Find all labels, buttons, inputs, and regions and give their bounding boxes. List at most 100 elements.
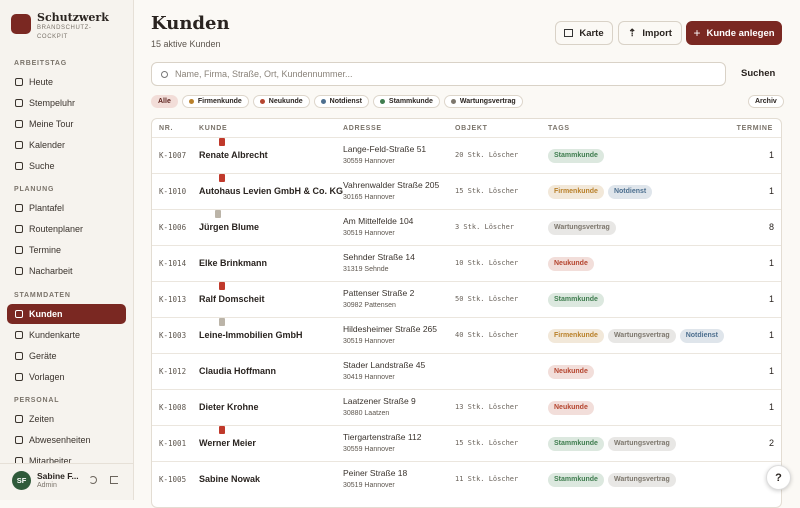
table-row[interactable]: K-1007 Renate Albrecht Lange-Feld-Straße 5… (152, 137, 781, 173)
nav-icon (15, 78, 23, 86)
nav-icon (15, 310, 23, 318)
filter-chip[interactable]: Neukunde (252, 95, 310, 108)
nav-icon (15, 246, 23, 254)
object: 15 Stk. Löscher (455, 187, 519, 195)
nav-label: Vorlagen (29, 372, 65, 382)
nav-item[interactable]: Kalender (7, 135, 126, 155)
search-box[interactable]: Name, Firma, Straße, Ort, Kundennummer..… (151, 62, 726, 86)
object-icon (219, 282, 225, 290)
customer-number: K-1007 (159, 151, 187, 160)
column-header: TERMINE (736, 125, 773, 132)
nav-label: Kundenkarte (29, 330, 81, 340)
table-row[interactable]: K-1003 Leine-Immobilien GmbH Hildesheimer … (152, 317, 781, 353)
nav-item[interactable]: Zeiten (7, 409, 126, 429)
customer-name: Jürgen Blume (199, 222, 260, 232)
filter-chip[interactable]: Stammkunde (372, 95, 440, 108)
table-row[interactable]: K-1005 Sabine Nowak Peiner Straße 18 30519 … (152, 461, 781, 497)
help-button[interactable]: ? (766, 465, 791, 490)
customer-number: K-1013 (159, 295, 187, 304)
nav-label: Termine (29, 245, 62, 255)
nav-icon (15, 352, 23, 360)
city: 30419 Hannover (343, 374, 395, 381)
filter-label: Firmenkunde (197, 98, 242, 105)
brand-subtitle: BRANDSCHUTZ-COCKPIT (37, 25, 92, 40)
import-button[interactable]: ⇡ Import (618, 21, 682, 45)
tag: Wartungsvertrag (607, 437, 676, 451)
nav-item[interactable]: Mitarbeiter (7, 451, 126, 463)
nav-label: Meine Tour (29, 119, 74, 129)
customer-number: K-1012 (159, 367, 187, 376)
appointment-count: 2 (768, 438, 774, 448)
nav-item[interactable]: Termine (7, 240, 126, 260)
tag: Wartungsvertrag (607, 329, 676, 343)
table-row[interactable]: K-1008 Dieter Krohne Laatzener Straße 9 308… (152, 389, 781, 425)
nav-label: Abwesenheiten (29, 435, 91, 445)
street: Vahrenwalder Straße 205 (343, 180, 440, 190)
customer-table: NR. KUNDE ADRESSE OBJEKT TAGS TERMINE K-1007 Re… (151, 118, 782, 508)
nav-item[interactable]: Kundenkarte (7, 325, 126, 345)
search-button[interactable]: Suchen (741, 68, 776, 79)
tag: Stammkunde (548, 473, 604, 487)
nav-item[interactable]: Meine Tour (7, 114, 126, 134)
appointment-count: 1 (768, 186, 774, 196)
city: 30880 Laatzen (343, 410, 390, 417)
table-row[interactable]: K-1006 Jürgen Blume Am Mittelfelde 104 3051… (152, 209, 781, 245)
table-row[interactable]: K-1013 Ralf Domscheit Pattenser Straße 2 30… (152, 281, 781, 317)
table-row[interactable]: K-1014 Elke Brinkmann Sehnder Straße 14 313… (152, 245, 781, 281)
nav-item[interactable]: Plantafel (7, 198, 126, 218)
theme-toggle[interactable] (89, 476, 97, 484)
filter-dot (450, 99, 456, 104)
tag: Firmenkunde (548, 185, 604, 199)
tags: Stammkunde (548, 293, 608, 307)
table-row[interactable]: K-1012 Claudia Hoffmann Stader Landstraße … (152, 353, 781, 389)
object: 3 Stk. Löscher (455, 223, 515, 231)
add-button[interactable]: + Kunde anlegen (686, 21, 782, 45)
nav-label: Routenplaner (29, 224, 84, 234)
nav-label: Mitarbeiter (29, 456, 72, 463)
logout[interactable] (110, 476, 118, 484)
nav-item[interactable]: Geräte (7, 346, 126, 366)
city: 30559 Hannover (343, 158, 395, 165)
nav-item[interactable]: Vorlagen (7, 367, 126, 387)
nav-label: Stempeluhr (29, 98, 76, 108)
nav-item[interactable]: Routenplaner (7, 219, 126, 239)
object: 20 Stk. Löscher (455, 151, 519, 159)
nav-icon (15, 225, 23, 233)
customer-name: Elke Brinkmann (199, 258, 268, 268)
nav-item[interactable]: Suche (7, 156, 126, 176)
filter-chip[interactable]: Wartungsvertrag (443, 95, 523, 108)
table-row[interactable]: K-1010 Autohaus Levien GmbH & Co. KG Vahre… (152, 173, 781, 209)
object: 10 Stk. Löscher (455, 259, 519, 267)
archive-chip[interactable]: Archiv (748, 95, 784, 108)
nav-label: Zeiten (29, 414, 55, 424)
street: Peiner Straße 18 (343, 468, 408, 478)
tags: Neukunde (548, 257, 598, 271)
nav-label: Kunden (29, 309, 63, 319)
nav-item[interactable]: Abwesenheiten (7, 430, 126, 450)
filter-label: Notdienst (329, 98, 362, 105)
object: 11 Stk. Löscher (455, 475, 519, 483)
nav-item[interactable]: Stempeluhr (7, 93, 126, 113)
label: Kunde anlegen (706, 27, 775, 39)
map-button[interactable]: Karte (555, 21, 613, 45)
filter-chip[interactable]: Alle (151, 95, 178, 108)
filter-chip[interactable]: Notdienst (313, 95, 369, 108)
city: 31319 Sehnde (343, 266, 389, 273)
user-role: Admin (37, 482, 57, 489)
nav-icon (15, 141, 23, 149)
page-title: Kunden (151, 13, 230, 34)
object-icon (219, 318, 225, 326)
filter-label: Wartungsvertrag (459, 98, 516, 105)
nav-item[interactable]: Nacharbeit (7, 261, 126, 281)
nav-item[interactable]: Kunden (7, 304, 126, 324)
nav-label: Geräte (29, 351, 57, 361)
customer-number: K-1010 (159, 187, 187, 196)
filter-dot (259, 99, 265, 104)
customer-name: Renate Albrecht (199, 150, 268, 160)
filter-chip[interactable]: Firmenkunde (181, 95, 249, 108)
street: Laatzener Straße 9 (343, 396, 416, 406)
filters: Alle Firmenkunde Neukunde Notdienst Stammkun… (151, 95, 527, 108)
nav-item[interactable]: Heute (7, 72, 126, 92)
sidebar: Schutzwerk BRANDSCHUTZ-COCKPIT ARBEITSTA… (0, 0, 134, 500)
table-row[interactable]: K-1001 Werner Meier Tiergartenstraße 112 30… (152, 425, 781, 461)
